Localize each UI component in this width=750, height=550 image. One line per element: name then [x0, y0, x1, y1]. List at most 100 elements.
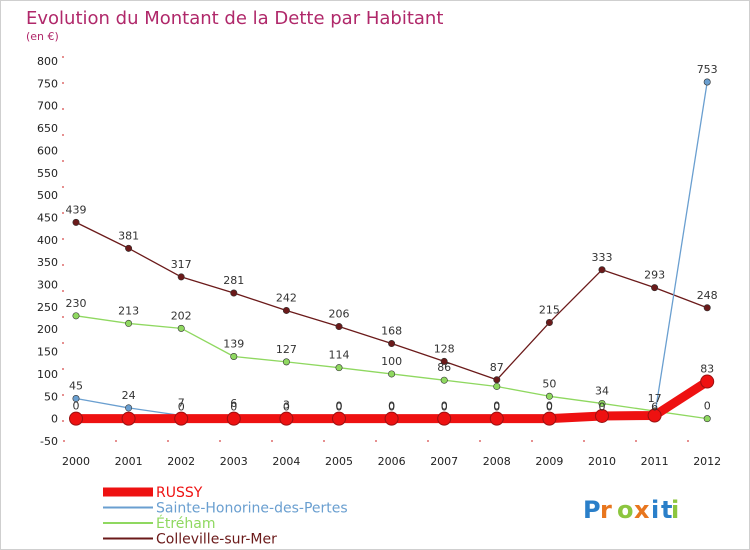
data-label: 0 [599, 401, 606, 414]
data-label: 381 [118, 229, 139, 242]
x-tick-label: 2011 [641, 455, 669, 468]
x-tick-label: 2007 [430, 455, 458, 468]
data-point [437, 411, 452, 426]
data-point [332, 411, 346, 426]
y-tick-label: 200 [37, 323, 58, 336]
data-label: 242 [276, 291, 297, 304]
legend-label: Sainte-Honorine-des-Pertes [156, 501, 348, 517]
data-label: 83 [700, 363, 714, 376]
data-point [703, 78, 711, 86]
data-label: 139 [223, 338, 244, 351]
data-point [279, 411, 294, 426]
data-label: 0 [493, 400, 500, 413]
data-label: 168 [381, 325, 402, 338]
data-label: 50 [542, 377, 556, 390]
y-tick-label: 100 [37, 368, 58, 381]
y-tick-label: 0 [51, 413, 58, 426]
logo-letter: i [671, 496, 679, 524]
y-tick-label: 550 [37, 167, 58, 180]
data-label: 230 [66, 297, 87, 310]
y-tick-label: 450 [37, 211, 58, 224]
data-label: 45 [69, 380, 83, 393]
data-point [125, 404, 133, 412]
data-label: 0 [546, 401, 553, 414]
data-point [493, 376, 501, 384]
chart-subtitle: (en €) [26, 30, 59, 43]
data-point [703, 304, 711, 312]
x-tick-label: 2001 [115, 455, 143, 468]
data-label: 17 [648, 392, 662, 405]
data-label: 281 [223, 274, 244, 287]
data-label: 0 [73, 400, 80, 413]
y-tick-label: 800 [37, 55, 58, 68]
data-label: 293 [644, 269, 665, 282]
series-points [69, 78, 715, 426]
data-point [493, 382, 501, 390]
data-label: 0 [336, 400, 343, 413]
x-tick-label: 2000 [62, 455, 90, 468]
y-tick-label: 400 [37, 234, 58, 247]
axes: -500501001502002503003504004505005506006… [37, 55, 721, 468]
data-label: 127 [276, 343, 297, 356]
data-point [177, 273, 185, 281]
x-tick-label: 2005 [325, 455, 353, 468]
y-tick-label: 500 [37, 189, 58, 202]
data-point [489, 411, 504, 426]
legend: RUSSYSainte-Honorine-des-PertesÉtréhamCo… [103, 485, 348, 548]
legend-label: Étréham [156, 515, 216, 532]
data-label: 0 [441, 400, 448, 413]
data-point [125, 244, 133, 252]
legend-label: RUSSY [156, 485, 203, 501]
data-point [121, 411, 136, 426]
data-point [598, 399, 606, 407]
data-label: 202 [171, 309, 192, 322]
data-label: 206 [329, 308, 350, 321]
data-label: 0 [441, 401, 448, 414]
data-label: 34 [595, 384, 609, 397]
data-label: 0 [546, 400, 553, 413]
data-label: 3 [283, 398, 290, 411]
data-point [703, 415, 711, 423]
data-point [440, 357, 448, 365]
data-label: 215 [539, 304, 560, 317]
data-label: 0 [283, 401, 290, 414]
data-label: 213 [118, 304, 139, 317]
data-point [651, 284, 659, 292]
data-label: 86 [437, 361, 451, 374]
y-tick-label: 600 [37, 144, 58, 157]
data-point [230, 353, 238, 361]
series-lines [71, 81, 712, 424]
data-label: 0 [336, 401, 343, 414]
chart-title: Evolution du Montant de la Dette par Hab… [26, 8, 443, 29]
logo-letter: P [583, 496, 601, 524]
data-point [72, 312, 80, 320]
data-point [230, 289, 238, 297]
data-label: 114 [329, 349, 350, 362]
data-point [125, 319, 133, 327]
data-point [542, 411, 557, 426]
data-label: 0 [178, 401, 185, 414]
y-tick-label: 150 [37, 346, 58, 359]
data-label: 333 [592, 251, 613, 264]
x-tick-label: 2006 [378, 455, 406, 468]
logo-letter: x [634, 496, 650, 524]
y-tick-label: 750 [37, 77, 58, 90]
x-tick-label: 2003 [220, 455, 248, 468]
data-point [440, 376, 448, 384]
series-line-sainte-honorine [75, 81, 708, 420]
data-point [598, 266, 606, 274]
y-tick-label: 650 [37, 122, 58, 135]
data-label: 439 [66, 203, 87, 216]
data-point [388, 340, 396, 348]
data-point [72, 395, 80, 403]
data-label: 7 [178, 397, 185, 410]
data-point [545, 392, 553, 400]
data-point [647, 408, 662, 423]
data-point [177, 324, 185, 332]
x-tick-label: 2010 [588, 455, 616, 468]
data-label: 753 [697, 63, 718, 76]
